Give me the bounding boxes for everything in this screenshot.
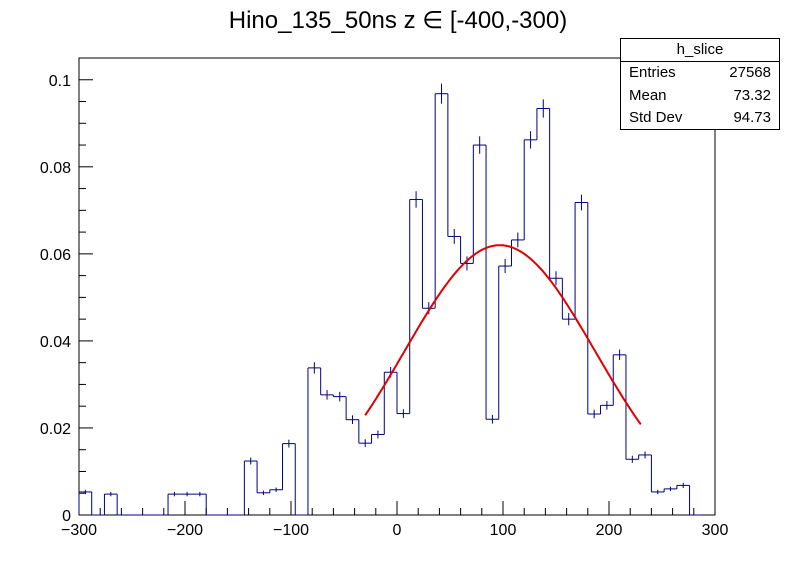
error-bars <box>84 83 684 497</box>
x-axis: −300 −200 −100 0 100 200 300 <box>61 501 728 539</box>
chart-title: Hino_135_50ns z ∈ [-400,-300) <box>228 7 568 34</box>
y-tick-label: 0.02 <box>40 421 71 438</box>
x-tick-label: −200 <box>167 522 203 539</box>
histogram-bars <box>78 93 703 516</box>
y-tick-label: 0.04 <box>40 334 71 351</box>
x-tick-label: −300 <box>61 522 97 539</box>
entries-label: Entries <box>629 64 676 81</box>
fit-curve <box>364 244 642 425</box>
stats-row-stddev: Std Dev 94.73 <box>621 107 779 130</box>
stddev-value: 94.73 <box>733 109 771 126</box>
mean-value: 73.32 <box>733 86 771 104</box>
x-tick-label: 300 <box>702 522 729 539</box>
x-tick-label: −100 <box>273 522 309 539</box>
y-tick-label: 0.08 <box>40 160 71 177</box>
entries-value: 27568 <box>729 64 771 81</box>
stats-box: h_slice Entries 27568 Mean 73.32 Std Dev… <box>620 38 780 130</box>
stats-row-mean: Mean 73.32 <box>621 85 779 108</box>
y-tick-label: 0.06 <box>40 247 71 264</box>
y-axis: 0 0.02 0.04 0.06 0.08 0.1 <box>40 73 93 525</box>
x-tick-label: 100 <box>490 522 517 539</box>
stddev-label: Std Dev <box>629 109 683 126</box>
stats-row-entries: Entries 27568 <box>621 62 779 85</box>
x-tick-label: 0 <box>393 522 402 539</box>
mean-label: Mean <box>629 86 667 104</box>
stats-box-title: h_slice <box>621 39 779 62</box>
y-tick-label: 0.1 <box>49 73 71 90</box>
y-tick-label: 0 <box>62 508 71 525</box>
x-tick-label: 200 <box>596 522 623 539</box>
